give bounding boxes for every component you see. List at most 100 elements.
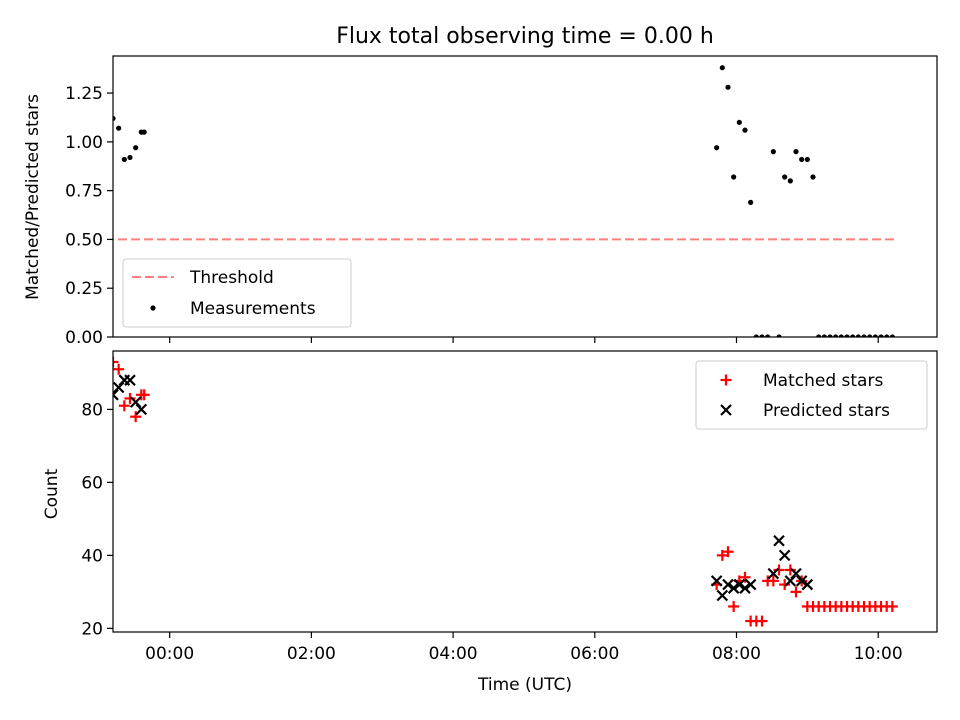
predicted-stars-point-b	[124, 374, 136, 386]
measurements-point	[799, 156, 805, 163]
predicted-stars-point	[744, 578, 757, 591]
bottom-xtick-label: 10:00	[854, 644, 903, 664]
bottom-legend: Matched stars Predicted stars	[695, 360, 928, 430]
predicted-stars-point-b	[790, 567, 802, 580]
measurements-point	[736, 119, 742, 125]
legend-measurements-label: Measurements	[190, 299, 316, 319]
measurements-point	[776, 334, 782, 337]
top-ytick-label: 1.00	[65, 133, 103, 153]
measurements-point	[804, 156, 810, 163]
predicted-stars-point-b	[716, 589, 729, 602]
matched-stars-point	[886, 600, 898, 612]
predicted-stars-point-a	[113, 393, 119, 401]
matched-stars-point	[728, 600, 740, 612]
predicted-stars-point	[710, 575, 723, 587]
top-y-axis-label: Matched/Predicted stars	[23, 94, 43, 300]
measurements-point	[827, 334, 833, 337]
matched-stars-point	[113, 356, 119, 368]
bottom-xtick-label: 00:00	[145, 644, 194, 664]
predicted-stars-point	[784, 575, 797, 587]
predicted-stars-point-b	[733, 578, 746, 591]
bottom-xtick-label: 02:00	[287, 644, 336, 664]
top-legend-box	[122, 258, 352, 328]
measurements-point	[787, 178, 793, 184]
legend-predicted-label: Predicted stars	[763, 401, 890, 421]
measurements-point	[770, 149, 776, 155]
top-legend: Threshold Measurements	[122, 258, 352, 328]
measurements-point	[782, 174, 788, 180]
legend-measurements-swatch	[150, 305, 156, 311]
matched-stars-point	[113, 363, 125, 375]
measurements-point	[850, 334, 856, 337]
bottom-axes-frame	[112, 350, 938, 633]
predicted-stars-point-b	[778, 549, 791, 562]
measurements-point	[884, 334, 890, 337]
chart-title: Flux total observing time = 0.00 h	[336, 24, 714, 49]
measurements-point	[833, 334, 839, 337]
predicted-stars-point-b	[795, 575, 808, 587]
measurements-point	[113, 115, 116, 122]
matched-stars-point	[118, 400, 130, 412]
top-ytick-label: 0.25	[65, 279, 103, 299]
predicted-stars-point	[795, 575, 808, 587]
top-ytick-label: 0.75	[65, 182, 103, 202]
measurements-point	[838, 334, 844, 337]
measurements-point	[116, 125, 122, 131]
bottom-ytick-label: 20	[81, 619, 103, 639]
predicted-stars-point-b	[744, 578, 757, 591]
measurements-point	[816, 334, 822, 337]
measurements-point	[821, 334, 827, 337]
predicted-stars-point-b	[727, 582, 740, 594]
measurements-point	[844, 334, 850, 337]
legend-predicted-swatch-b	[720, 404, 732, 416]
predicted-stars-point	[773, 534, 785, 547]
predicted-stars-point	[733, 578, 746, 591]
predicted-stars-point-b	[773, 534, 785, 547]
bottom-legend-box	[695, 360, 928, 430]
measurements-point	[742, 127, 748, 133]
matched-stars-point	[779, 579, 791, 591]
x-axis-label: Time (UTC)	[477, 675, 572, 695]
bottom-xtick-label: 08:00	[712, 644, 761, 664]
measurements-point	[878, 334, 884, 337]
predicted-stars-point-b	[113, 389, 119, 397]
measurements-point	[855, 334, 861, 337]
matched-stars-point	[739, 571, 751, 583]
measurements-point	[714, 145, 720, 151]
predicted-stars-point-b	[801, 578, 814, 591]
predicted-stars-point-b	[722, 578, 734, 591]
predicted-stars-point	[129, 396, 142, 408]
predicted-stars-point	[124, 374, 136, 386]
bottom-marks	[113, 356, 898, 627]
measurements-point	[759, 334, 765, 337]
predicted-stars-point-b	[710, 575, 723, 587]
predicted-stars-point	[113, 381, 125, 394]
measurements-point	[872, 334, 878, 337]
measurements-point	[765, 334, 771, 337]
predicted-stars-point-b	[739, 582, 751, 594]
predicted-stars-point	[113, 389, 119, 401]
measurements-point	[731, 174, 737, 180]
legend-threshold-label: Threshold	[189, 268, 274, 288]
predicted-stars-point	[767, 567, 780, 580]
predicted-stars-point-b	[135, 403, 148, 416]
measurements-point	[719, 65, 725, 71]
matched-stars-point	[790, 586, 802, 598]
measurements-point	[127, 154, 133, 161]
predicted-stars-point	[778, 549, 791, 562]
bottom-xtick-label: 04:00	[429, 644, 478, 664]
matched-stars-point	[130, 411, 142, 423]
predicted-stars-point	[801, 578, 814, 591]
matched-stars-point	[773, 564, 785, 576]
measurements-point	[748, 199, 754, 205]
predicted-stars-point	[739, 582, 751, 594]
measurements-point	[810, 174, 816, 180]
measurements-point	[121, 156, 127, 163]
predicted-stars-point	[727, 582, 740, 594]
predicted-stars-point	[135, 403, 148, 416]
bottom-ytick-label: 80	[81, 400, 103, 420]
matched-stars-point	[716, 549, 728, 561]
matched-stars-point	[784, 564, 796, 576]
